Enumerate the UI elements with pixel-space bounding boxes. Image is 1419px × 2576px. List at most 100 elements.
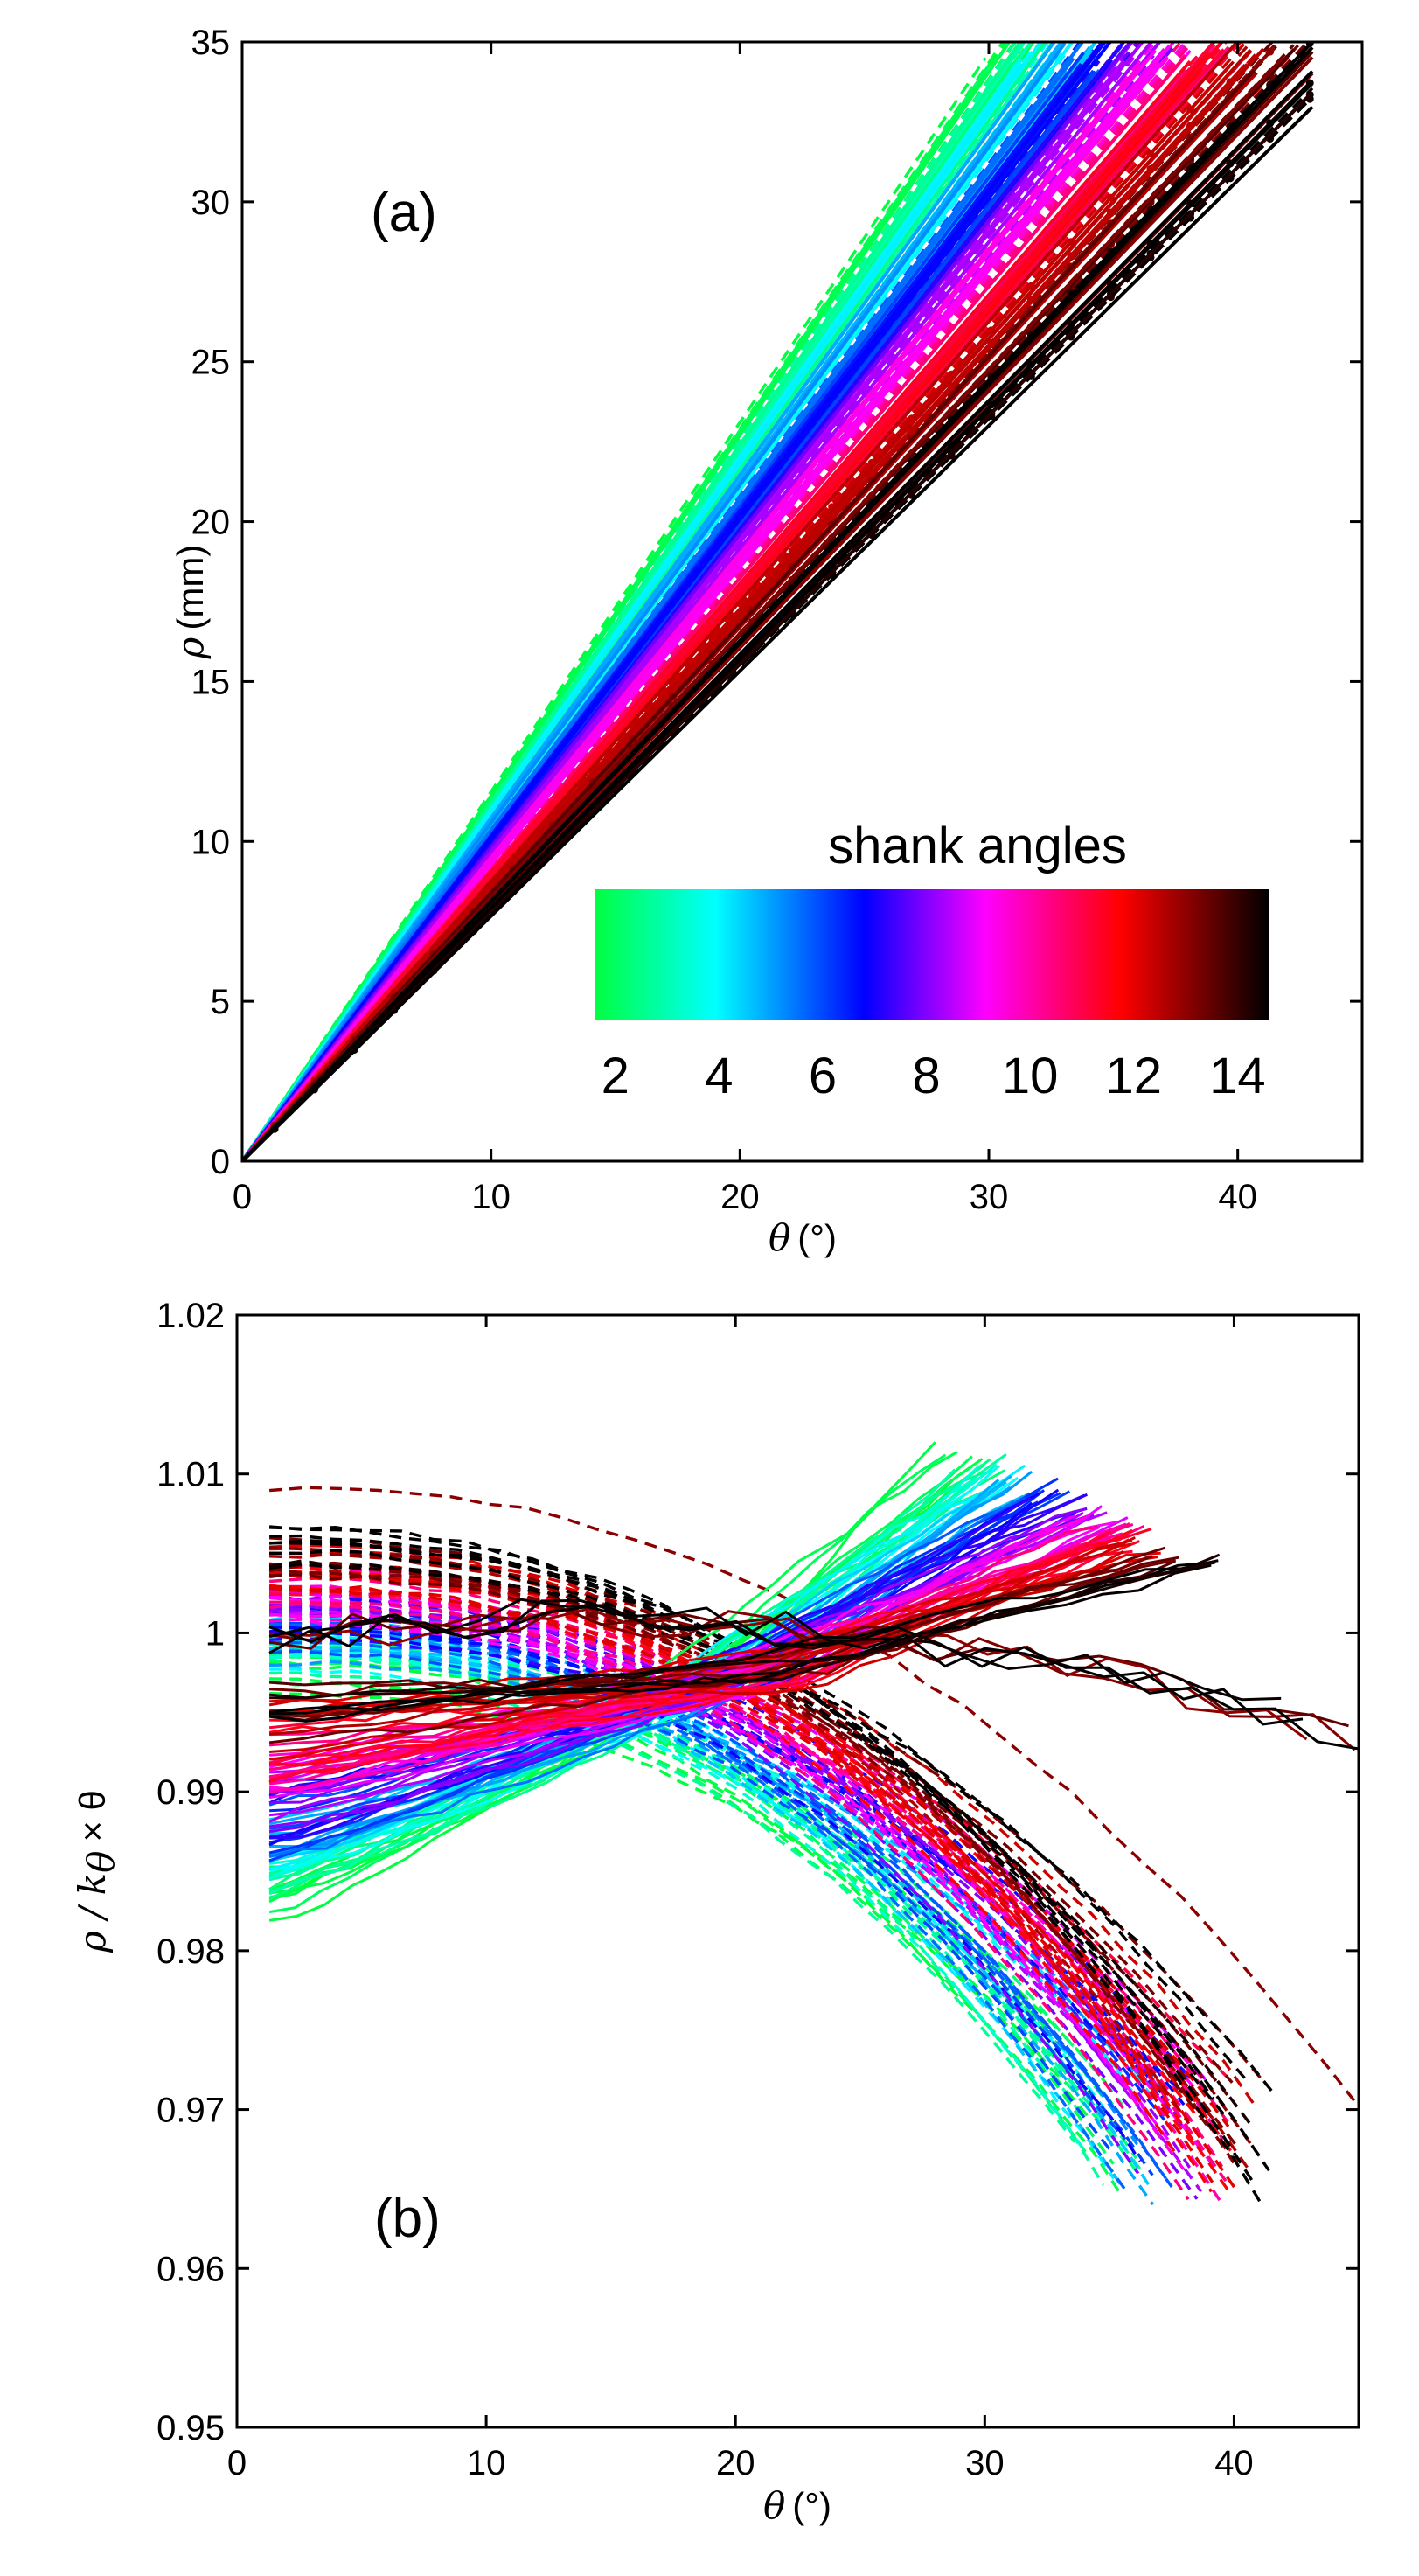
panel-a-x-unit: (°) (797, 1217, 837, 1258)
panel-b-dashed-series-line (268, 1660, 1108, 2085)
colorbar-tick-label: 14 (1209, 1048, 1266, 1104)
panel-b-dashed-series-line (269, 1621, 1112, 2152)
panel-a-solid-series-line (242, 58, 1023, 1161)
panel-a-solid-series-line (242, 45, 1314, 1161)
panel-a-series-marker (1186, 105, 1195, 114)
panel-a-x-axis-label: θ (°) (769, 1216, 837, 1259)
panel-a-series (242, 42, 1314, 1161)
colorbar-gradient (595, 889, 1269, 1020)
panel-b-solid-series-line (268, 1598, 1359, 1751)
panel-b-dashed-series-line (269, 1692, 1092, 2120)
panel-b-solid-series-line (268, 1598, 1282, 1702)
colorbar-tick-label: 8 (912, 1048, 940, 1104)
panel-b-dashed-series-line (269, 1635, 1105, 2186)
panel-b-dashed-series-line (269, 1543, 1214, 2183)
panel-b-dashed-series-line (269, 1600, 1190, 2201)
panel-b-x-tick-label: 0 (227, 2444, 247, 2482)
panel-a-solid-series-line (242, 42, 1240, 1161)
panel-b-solid-series-line (269, 1561, 1215, 1700)
panel-b-dashed-series-line (268, 1584, 1191, 2123)
panel-b-label: (b) (374, 2189, 441, 2249)
panel-b-y-tick-label: 1.02 (157, 1297, 225, 1335)
panel-b-dashed-series-line (269, 1618, 1217, 2170)
panel-a-x-tick-label: 30 (970, 1178, 1009, 1216)
panel-a-y-unit: (mm) (170, 545, 211, 630)
colorbar: shank angles 2 4 6 8 10 12 14 (595, 818, 1269, 1104)
panel-a-y-axis-label: ρ (mm) (169, 545, 212, 660)
svg-text:ρ / kθ× θ: ρ / kθ × θ (71, 1790, 122, 1953)
panel-b-y-tick-label: 1.01 (157, 1456, 225, 1494)
panel-b-dashed-series-line (269, 1660, 1156, 2091)
panel-b-y-tick-label: 0.99 (157, 1773, 225, 1812)
svg-text:θ(°): θ (°) (769, 1216, 837, 1259)
panel-b-dashed-series-line (268, 1649, 1127, 2141)
panel-a-y-tick-label: 35 (191, 24, 231, 62)
panel-b-dashed-series-line (268, 1658, 1108, 2103)
colorbar-tick-label: 4 (705, 1048, 733, 1104)
panel-a-solid-series-line (242, 69, 1256, 1161)
panel-b-dashed-series-line (269, 1605, 1165, 2096)
colorbar-ticks: 2 4 6 8 10 12 14 (602, 1048, 1266, 1104)
panel-b-x-axis-label: θ (°) (763, 2484, 831, 2527)
panel-b-dashed-series-line (269, 1639, 1123, 2186)
panel-b-dashed-series-line (269, 1572, 1229, 2096)
panel-b-y-tick-label: 0.95 (157, 2409, 225, 2447)
panel-a-y-tick-label: 0 (211, 1143, 230, 1181)
panel-b-y-tick-label: 0.96 (157, 2250, 225, 2288)
panel-a-y-ticks: 0 5 10 15 20 25 30 35 (191, 24, 1362, 1181)
panel-a-y-tick-label: 20 (191, 504, 231, 542)
panel-b-x-symbol: θ (763, 2484, 785, 2527)
panel-a-solid-series-line (242, 42, 1023, 1161)
panel-b-axes-box (235, 1313, 1360, 2429)
panel-b-dashed-series-line (269, 1648, 1085, 2120)
panel-a-solid-series-line (242, 42, 1106, 1161)
panel-b-dashed-series-line (268, 1586, 1235, 2162)
panel-a-solid-series-line (242, 42, 1067, 1161)
panel-a-y-symbol: ρ (169, 637, 212, 659)
panel-a-x-ticks: 0 10 20 30 40 (233, 42, 1257, 1216)
panel-b-y-ticks: 0.95 0.96 0.97 0.98 0.99 1 1.01 1.02 (157, 1297, 1359, 2447)
panel-a-x-tick-label: 20 (720, 1178, 760, 1216)
panel-b-x-tick-label: 10 (467, 2444, 506, 2482)
panel-b-dashed-series-line (269, 1634, 1116, 2180)
panel-b-dashed-series-line (269, 1552, 1191, 2125)
colorbar-tick-label: 2 (602, 1048, 630, 1104)
panel-a-x-tick-label: 40 (1218, 1178, 1257, 1216)
panel-b-y-suffix: × θ (72, 1790, 113, 1842)
panel-b-solid-series-line (269, 1563, 1212, 1716)
panel-b-y-text: ρ / k (71, 1873, 114, 1953)
colorbar-tick-label: 6 (809, 1048, 837, 1104)
panel-a-series-marker (1266, 47, 1275, 56)
panel-b-dashed-series-line (269, 1563, 1225, 2207)
panel-b-dashed-series-line (268, 1654, 1089, 2155)
panel-a-solid-series-line (242, 42, 1145, 1161)
panel-a-solid-series-line (242, 42, 1217, 1161)
panel-a-x-tick-label: 0 (233, 1178, 252, 1216)
svg-text:ρ(mm): ρ (mm) (169, 545, 212, 660)
colorbar-tick-label: 10 (1002, 1048, 1059, 1104)
panel-b-dashed-series-line (268, 1645, 1160, 2089)
panel-b-dashed-series-line (268, 1567, 1234, 2084)
panel-a-label: (a) (371, 183, 437, 243)
panel-a-y-tick-label: 25 (191, 344, 231, 382)
panel-a-x-tick-label: 10 (471, 1178, 511, 1216)
panel-b-solid-series-line (268, 1605, 1304, 1726)
panel-a-y-tick-label: 30 (191, 184, 231, 222)
panel-b-dashed-series-line (269, 1667, 1093, 2083)
panel-b-y-tick-label: 0.97 (157, 2092, 225, 2130)
panel-b-x-unit: (°) (792, 2485, 831, 2526)
panel-b-y-tick-label: 1 (205, 1614, 225, 1653)
panel-a-solid-series-line (242, 105, 1314, 1161)
panel-b-solid-series-line (268, 1559, 1219, 1723)
svg-text:θ(°): θ (°) (763, 2484, 831, 2527)
panel-b-x-tick-label: 30 (965, 2444, 1005, 2482)
panel-a-solid-series-line (242, 44, 1172, 1161)
colorbar-tick-label: 12 (1106, 1048, 1163, 1104)
panel-b-x-tick-label: 40 (1214, 2444, 1254, 2482)
panel-b-dashed-series-line (268, 1562, 1276, 2095)
panel-b-y-tick-label: 0.98 (157, 1932, 225, 1971)
panel-b-dashed-series-line (269, 1603, 1140, 2175)
panel-a-y-tick-label: 10 (191, 823, 231, 861)
panel-b-x-tick-label: 20 (716, 2444, 755, 2482)
